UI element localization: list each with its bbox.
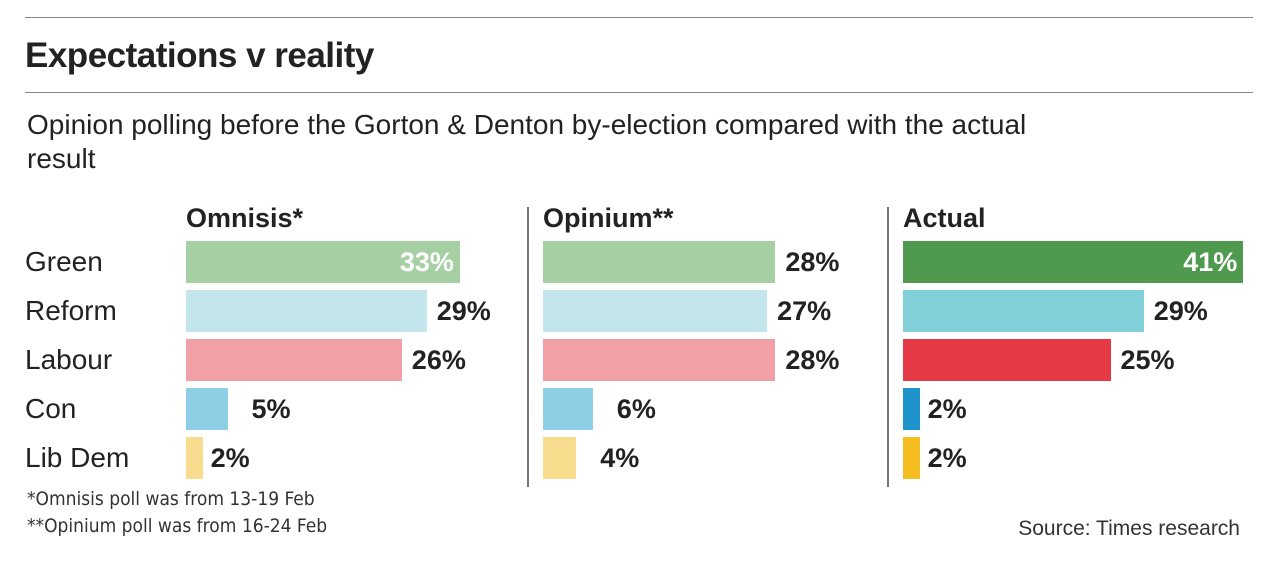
bar [903,339,1111,381]
data-label: 41% [1183,247,1238,277]
data-label: 4% [600,443,640,473]
bar [186,241,460,283]
category-label: Con [25,393,77,424]
data-label: 25% [1120,345,1175,375]
data-label: 26% [411,345,466,375]
data-label: 2% [927,394,967,424]
panel-title: Actual [903,203,986,233]
data-label: 2% [210,443,250,473]
data-label: 27% [777,296,832,326]
footnote-opinium: **Opinium poll was from 16-24 Feb [27,515,328,537]
data-label: 2% [927,443,967,473]
bar [543,241,776,283]
category-label: Lib Dem [25,442,130,473]
data-label: 6% [616,394,656,424]
bar [186,437,203,479]
data-label: 33% [399,247,454,277]
panel-divider [527,207,529,487]
title-rule [25,92,1253,93]
top-rule [25,17,1253,18]
bar [186,339,402,381]
bar [903,241,1244,283]
category-label: Reform [25,295,117,326]
bar [543,339,776,381]
footnote-omnisis: *Omnisis poll was from 13-19 Feb [27,488,315,510]
data-label: 29% [1153,296,1208,326]
panel-title: Opinium** [543,203,674,233]
source-note: Source: Times research [1018,517,1240,540]
bar [186,388,228,430]
bar [543,290,768,332]
bar [543,388,593,430]
bar [903,290,1144,332]
panel-divider [887,207,889,487]
data-label: 29% [436,296,491,326]
data-label: 28% [785,345,840,375]
bar [186,290,427,332]
bar [543,437,577,479]
chart-title: Expectations v reality [25,36,374,75]
data-label: 5% [251,394,291,424]
chart-subtitle: Opinion polling before the Gorton & Dent… [27,109,1027,174]
data-label: 28% [785,247,840,277]
bar [903,437,920,479]
category-label: Labour [25,344,113,375]
category-label: Green [25,246,103,277]
bar [903,388,920,430]
panel-title: Omnisis* [186,203,304,233]
